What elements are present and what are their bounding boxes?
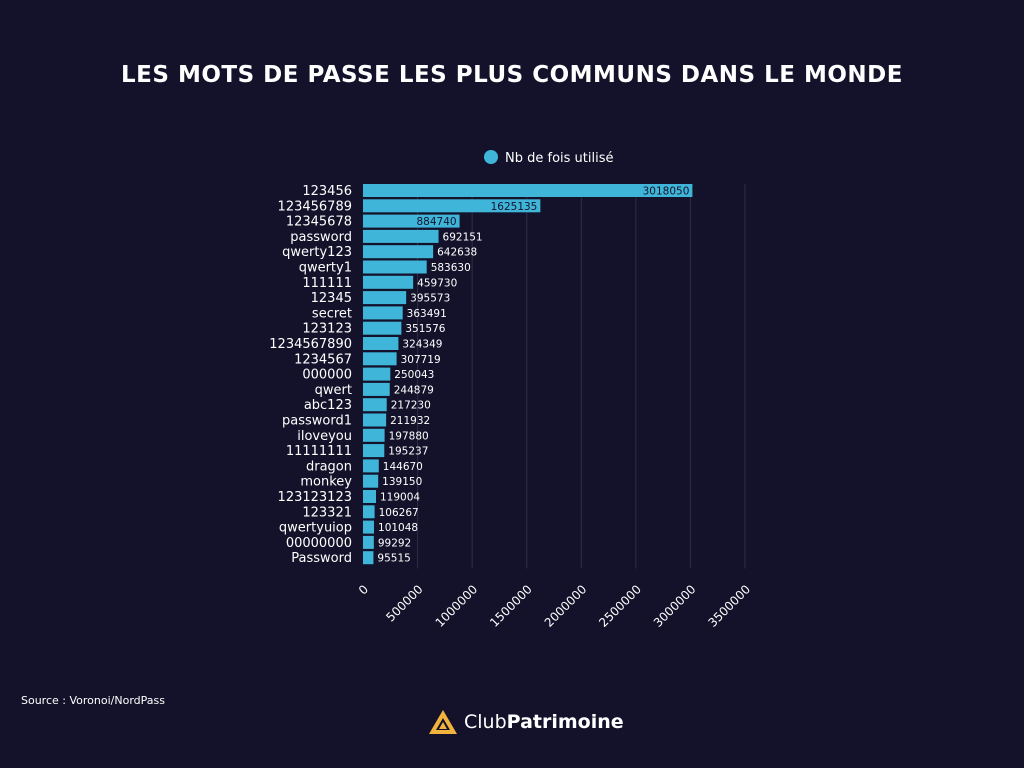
value-label: 99292 xyxy=(378,537,411,549)
category-label: 1234567890 xyxy=(269,337,352,352)
bars xyxy=(363,184,693,565)
category-label: 123123123 xyxy=(278,490,352,505)
bar-chart: Nb de fois utilisé 123456123456789123456… xyxy=(269,150,753,630)
legend-swatch xyxy=(484,150,498,164)
category-label: qwerty123 xyxy=(282,245,352,260)
bar xyxy=(363,245,434,259)
value-label: 395573 xyxy=(410,293,450,305)
x-tick-label: 1500000 xyxy=(487,582,535,630)
x-tick-label: 3000000 xyxy=(651,582,699,630)
category-label: secret xyxy=(312,306,352,321)
brand-name-club: Club xyxy=(464,711,507,733)
value-label: 363491 xyxy=(407,308,447,320)
bar xyxy=(363,306,403,320)
value-label: 106267 xyxy=(379,507,419,519)
bar xyxy=(363,337,399,350)
category-label: 11111111 xyxy=(286,444,352,459)
x-tick-label: 1000000 xyxy=(433,582,481,630)
x-tick-label: 2500000 xyxy=(596,582,644,630)
category-labels: 12345612345678912345678passwordqwerty123… xyxy=(269,184,352,566)
category-label: qwert xyxy=(315,383,352,398)
category-label: 123456789 xyxy=(278,199,352,214)
value-label: 217230 xyxy=(391,400,431,412)
category-label: 12345678 xyxy=(286,215,352,230)
category-label: password xyxy=(290,230,352,245)
brand-name-patrimoine: Patrimoine xyxy=(506,711,624,733)
x-tick-label: 500000 xyxy=(383,582,425,624)
bar xyxy=(363,505,375,519)
bar xyxy=(363,214,460,228)
category-label: 1234567 xyxy=(294,352,352,367)
bar xyxy=(363,474,379,488)
bar xyxy=(363,490,376,503)
value-label: 139150 xyxy=(382,476,422,488)
bar xyxy=(363,535,374,549)
x-tick-label: 0 xyxy=(356,582,371,597)
bar xyxy=(363,398,387,412)
bar xyxy=(363,382,390,396)
value-label: 884740 xyxy=(416,216,456,228)
category-label: 123321 xyxy=(302,505,352,520)
category-label: 123123 xyxy=(302,322,352,337)
category-label: 00000000 xyxy=(286,536,352,551)
chart-title: LES MOTS DE PASSE LES PLUS COMMUNS DANS … xyxy=(121,62,903,88)
value-label: 144670 xyxy=(383,461,423,473)
x-tick-label: 2000000 xyxy=(542,582,590,630)
bar xyxy=(363,520,375,534)
value-label: 642638 xyxy=(437,247,477,259)
value-label: 583630 xyxy=(431,262,471,274)
category-label: qwerty1 xyxy=(299,261,352,276)
bar xyxy=(363,229,439,243)
category-label: 000000 xyxy=(302,368,352,383)
bar xyxy=(363,275,414,289)
bar xyxy=(363,260,427,274)
value-label: 3018050 xyxy=(643,186,690,198)
category-label: iloveyou xyxy=(297,429,352,444)
triangle-logo-icon xyxy=(429,710,457,734)
bar xyxy=(363,367,391,381)
category-label: 12345 xyxy=(311,291,352,306)
category-label: Password xyxy=(291,551,352,566)
bar xyxy=(363,184,693,197)
category-label: monkey xyxy=(300,475,352,490)
value-label: 351576 xyxy=(405,323,445,335)
source-note: Source : Voronoi/NordPass xyxy=(21,694,165,707)
value-label: 324349 xyxy=(402,339,442,351)
category-label: 111111 xyxy=(302,276,352,291)
value-labels: 3018050 1625135 884740 692151 642638 583630 45… xyxy=(377,186,689,565)
bar xyxy=(363,459,379,473)
bar xyxy=(363,321,402,335)
value-label: 101048 xyxy=(378,522,418,534)
bar xyxy=(363,352,397,366)
value-label: 307719 xyxy=(401,354,441,366)
bar xyxy=(363,444,385,458)
value-label: 250043 xyxy=(394,369,434,381)
category-label: dragon xyxy=(306,459,352,474)
value-label: 95515 xyxy=(377,553,410,565)
category-label: 123456 xyxy=(302,184,352,199)
category-label: password1 xyxy=(282,414,352,429)
x-tick-label: 3500000 xyxy=(705,582,753,630)
x-axis-tick-labels: 0 500000 1000000 1500000 2000000 2500000 30000… xyxy=(356,582,753,630)
value-label: 692151 xyxy=(443,231,483,243)
bar xyxy=(363,199,541,213)
bar xyxy=(363,551,374,565)
value-label: 195237 xyxy=(388,446,428,458)
value-label: 211932 xyxy=(390,415,430,427)
bar xyxy=(363,291,407,305)
brand-logo: Club Patrimoine xyxy=(428,707,624,737)
value-label: 244879 xyxy=(394,384,434,396)
bar xyxy=(363,428,385,442)
value-label: 1625135 xyxy=(491,201,538,213)
bar xyxy=(363,413,387,427)
legend-label: Nb de fois utilisé xyxy=(505,151,613,166)
category-label: qwertyuiop xyxy=(279,521,352,536)
value-label: 197880 xyxy=(389,430,429,442)
value-label: 119004 xyxy=(380,492,420,504)
legend: Nb de fois utilisé xyxy=(484,150,613,166)
category-label: abc123 xyxy=(304,398,352,413)
value-label: 459730 xyxy=(417,277,457,289)
